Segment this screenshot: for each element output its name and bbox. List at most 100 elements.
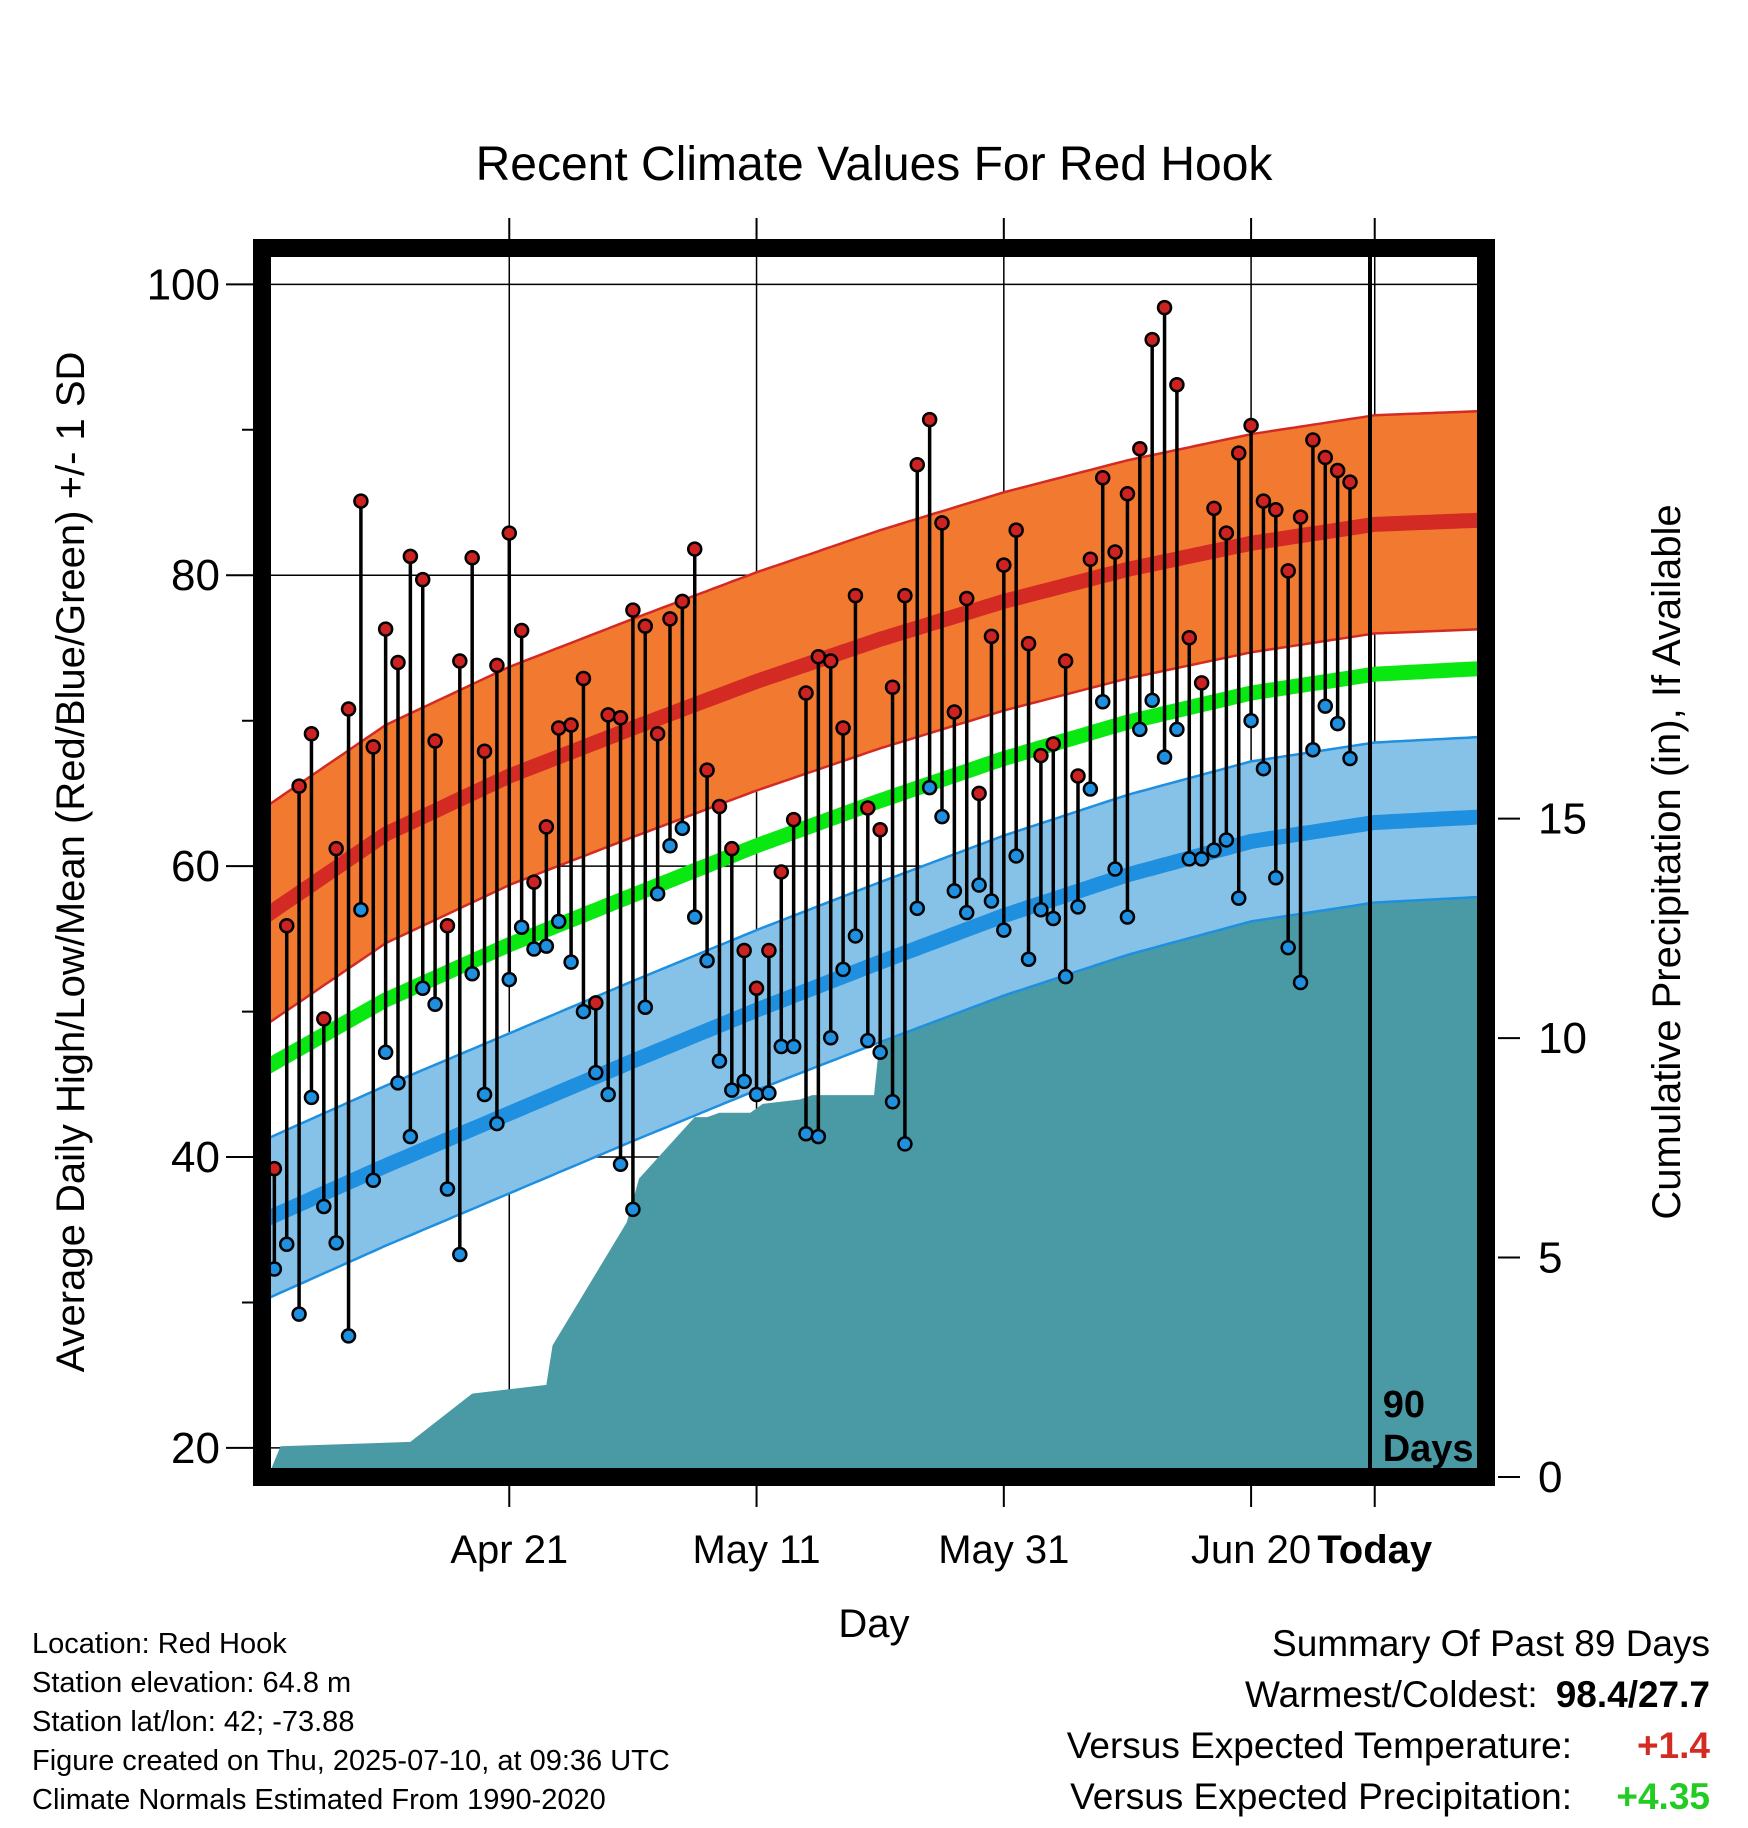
daily-low-point — [340, 1328, 357, 1344]
daily-high-point — [835, 720, 851, 736]
daily-low-point — [1243, 712, 1259, 729]
daily-low-point — [1045, 910, 1062, 927]
y2-tick-label: 5 — [1538, 1234, 1562, 1283]
daily-high-point — [1193, 675, 1210, 691]
daily-low-point — [1342, 750, 1358, 767]
daily-low-point — [1206, 842, 1222, 858]
daily-low-point — [934, 808, 950, 825]
daily-high-point — [501, 525, 518, 541]
daily-high-point — [377, 621, 394, 637]
daily-low-point — [550, 913, 567, 930]
daily-high-point — [316, 1011, 332, 1027]
daily-high-point — [452, 653, 468, 669]
daily-high-point — [884, 679, 901, 695]
today-label-word: 90 — [1383, 1384, 1425, 1426]
daily-low-point — [1268, 870, 1284, 886]
daily-high-point — [328, 840, 344, 857]
plot-frame — [253, 239, 1495, 1486]
y2-tick-label: 0 — [1538, 1453, 1562, 1502]
daily-low-point — [1305, 742, 1321, 758]
daily-high-point — [971, 785, 987, 802]
daily-high-point — [1218, 525, 1235, 541]
daily-low-point — [761, 1085, 777, 1101]
daily-high-point — [414, 571, 431, 588]
daily-high-point — [897, 587, 913, 604]
daily-high-point — [526, 874, 542, 890]
daily-high-point — [946, 704, 963, 720]
daily-high-point — [958, 590, 975, 607]
daily-low-point — [1020, 951, 1037, 967]
daily-low-point — [1057, 968, 1074, 985]
daily-high-point — [761, 942, 777, 959]
daily-low-point — [785, 1038, 802, 1055]
warm-cold-row: Warmest/Coldest: 98.4/27.7 — [1067, 1669, 1710, 1720]
daily-high-point — [909, 456, 926, 473]
x-tick-label: Apr 21 — [450, 1528, 568, 1572]
daily-low-point — [1107, 861, 1123, 877]
daily-low-point — [538, 938, 555, 954]
daily-low-point — [316, 1198, 332, 1215]
daily-high-point — [1268, 502, 1284, 518]
daily-low-point — [489, 1115, 505, 1132]
daily-low-point — [402, 1128, 419, 1145]
daily-high-point — [402, 548, 419, 565]
daily-high-point — [1169, 376, 1185, 393]
daily-low-point — [748, 1086, 765, 1103]
daily-low-point — [1144, 692, 1160, 709]
daily-high-point — [736, 942, 752, 959]
location-text: Location: Red Hook — [32, 1628, 287, 1660]
daily-high-point — [847, 587, 864, 604]
daily-low-point — [476, 1086, 493, 1103]
daily-high-point — [575, 670, 592, 687]
daily-low-point — [563, 954, 579, 970]
daily-high-point — [872, 822, 888, 838]
daily-low-point — [291, 1306, 307, 1322]
daily-high-point — [464, 550, 480, 566]
daily-high-point — [674, 593, 691, 610]
y2-axis-label: Cumulative Precipitation (in), If Availa… — [1645, 504, 1689, 1219]
daily-high-point — [365, 739, 382, 755]
daily-low-point — [1181, 851, 1198, 867]
y2-tick-label: 15 — [1538, 795, 1587, 844]
created-text: Figure created on Thu, 2025-07-10, at 09… — [32, 1745, 670, 1777]
x-tick-label: May 31 — [938, 1528, 1069, 1572]
y-tick-label: 40 — [171, 1133, 220, 1182]
temp-row: Versus Expected Temperature: +1.4 — [1067, 1720, 1710, 1771]
daily-low-point — [983, 893, 1000, 909]
daily-high-point — [489, 657, 505, 674]
daily-high-point — [563, 717, 579, 733]
daily-low-point — [1119, 909, 1136, 925]
daily-low-point — [427, 996, 443, 1013]
daily-low-point — [860, 1032, 876, 1049]
daily-high-point — [1181, 630, 1198, 646]
daily-high-point — [1317, 449, 1334, 466]
daily-high-point — [588, 995, 604, 1011]
daily-low-point — [736, 1073, 752, 1090]
daily-low-point — [897, 1136, 913, 1152]
daily-low-point — [699, 952, 715, 969]
daily-low-point — [711, 1053, 728, 1069]
station-info: Location: Red Hook Station elevation: 64… — [32, 1625, 670, 1820]
y-tick-label: 80 — [171, 551, 220, 600]
daily-low-point — [847, 928, 864, 944]
daily-high-point — [1132, 440, 1148, 457]
daily-high-point — [921, 411, 938, 428]
summary-panel: Summary Of Past 89 Days Warmest/Coldest:… — [1067, 1618, 1710, 1822]
daily-high-point — [1243, 417, 1259, 434]
daily-low-point — [1317, 698, 1334, 714]
temp-label: Versus Expected Temperature: — [1066, 1725, 1572, 1766]
daily-high-point — [1280, 563, 1296, 579]
daily-low-point — [958, 904, 975, 921]
daily-high-point — [550, 720, 567, 736]
daily-low-point — [303, 1089, 320, 1106]
daily-low-point — [1070, 899, 1086, 915]
daily-high-point — [724, 840, 740, 857]
daily-high-point — [1070, 768, 1086, 784]
normal-mean-line — [262, 660, 1486, 1077]
daily-high-point — [1107, 544, 1123, 560]
daily-high-point — [711, 798, 728, 815]
daily-low-point — [414, 980, 431, 997]
daily-high-point — [996, 557, 1012, 573]
daily-high-point — [860, 800, 876, 816]
